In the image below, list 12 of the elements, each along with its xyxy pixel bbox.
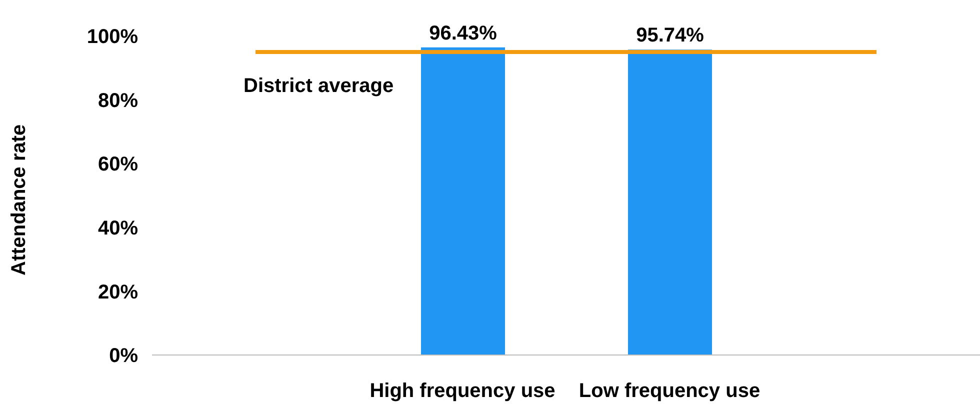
y-tick-label: 100% [86,26,138,48]
y-tick-label: 0% [109,345,138,368]
data-label: 96.43% [429,22,498,44]
y-tick-label: 60% [98,154,138,176]
series-label: District average [244,74,394,97]
y-tick-label: 40% [98,218,138,240]
y-axis-title: Attendance rate [8,124,30,276]
y-tick-label: 80% [98,90,138,112]
x-tick-label: High frequency use [370,380,556,402]
data-label: 95.74% [636,24,704,47]
x-tick-label: Low frequency use [578,380,760,402]
y-tick-label: 20% [98,281,138,304]
